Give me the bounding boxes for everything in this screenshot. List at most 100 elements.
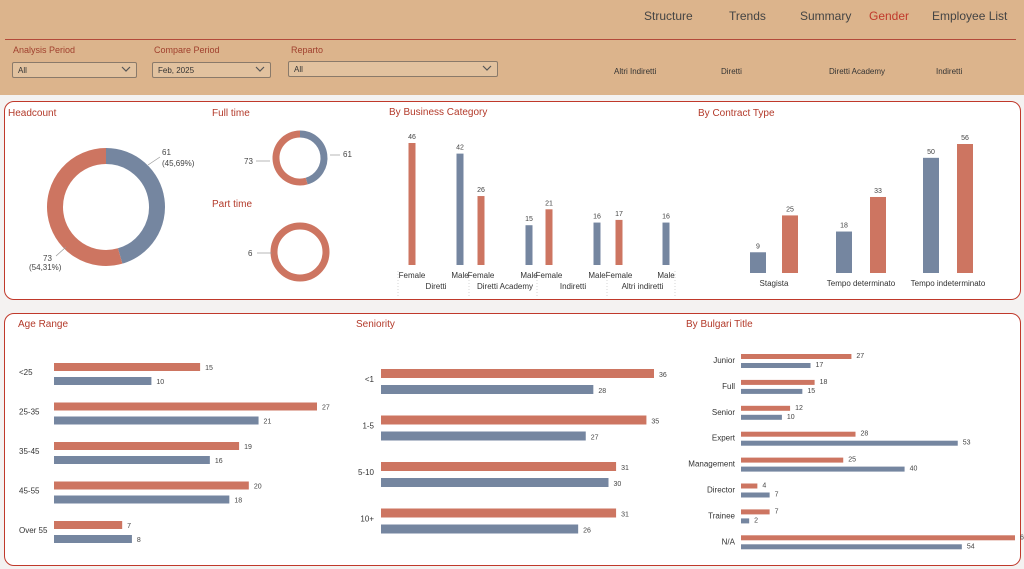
contract-type-title: By Contract Type	[698, 108, 775, 119]
title-bar-female-3	[741, 431, 856, 437]
business-category-label: Altri indiretti	[622, 282, 664, 291]
age-bar-male-1	[54, 416, 259, 425]
nav-trends[interactable]: Trends	[729, 9, 766, 23]
age-value-label: 7	[127, 523, 131, 530]
business-sub-label: Female	[536, 271, 563, 280]
title-bar-male-0	[741, 363, 811, 368]
business-sub-label: Male	[588, 271, 606, 280]
reparto-select[interactable]: All	[288, 61, 498, 77]
title-category-label: Junior	[713, 356, 735, 365]
seniority-bar-female-1	[381, 415, 647, 425]
nav-summary[interactable]: Summary	[800, 9, 852, 23]
business-sub-label: Female	[468, 271, 495, 280]
headcount-male-leader	[147, 156, 161, 166]
title-bar-female-7	[741, 535, 1015, 541]
age-value-label: 8	[137, 537, 141, 544]
age-value-label: 16	[215, 458, 223, 465]
business-sub-label: Female	[606, 271, 633, 280]
business-bar-female-1	[477, 196, 485, 265]
parttime-slice-female	[270, 222, 330, 282]
title-value-label: 27	[856, 353, 864, 360]
seniority-bar-female-0	[381, 369, 654, 378]
business-category-label: Diretti	[426, 282, 447, 291]
title-bar-female-4	[741, 457, 844, 463]
title-value-label: 28	[861, 431, 869, 438]
title-bar-female-6	[741, 509, 770, 515]
headcount-male-value: 61	[162, 148, 171, 157]
headcount-slice-male	[105, 148, 165, 264]
age-bar-female-1	[54, 402, 317, 411]
age-value-label: 18	[234, 498, 242, 505]
seniority-bar-female-3	[381, 508, 617, 518]
title-value-label: 4	[762, 483, 766, 490]
reparto-label: Reparto	[291, 45, 324, 55]
headcount-female-leader	[55, 246, 67, 257]
seniority-value-label: 30	[614, 481, 622, 488]
seniority-bar-male-1	[381, 431, 586, 441]
business-sub-label: Male	[520, 271, 538, 280]
title-value-label: 53	[963, 440, 971, 447]
seniority-bar-male-2	[381, 478, 609, 487]
contract-bar-female-2	[957, 144, 973, 273]
title-category-label: Full	[722, 382, 735, 391]
age-category-label: 25-35	[19, 408, 40, 417]
age-category-label: <25	[19, 368, 33, 377]
dept-diretti-button[interactable]: Diretti	[721, 67, 742, 76]
age-bar-male-2	[54, 456, 210, 464]
title-value-label: 54	[967, 543, 975, 550]
seniority-value-label: 27	[591, 435, 599, 442]
headcount-title: Headcount	[8, 108, 57, 119]
seniority-value-label: 31	[621, 512, 629, 519]
nav-structure[interactable]: Structure	[644, 9, 693, 23]
title-value-label: 40	[910, 466, 918, 473]
business-value-label: 26	[477, 187, 485, 194]
fulltime-slice-male	[299, 130, 328, 185]
business-bar-female-3	[615, 219, 623, 265]
dept-diretti-academy-button[interactable]: Diretti Academy	[829, 67, 886, 76]
contract-bar-male-1	[836, 231, 852, 273]
dept-indiretti-button[interactable]: Indiretti	[936, 67, 963, 76]
seniority-bar-male-0	[381, 385, 594, 394]
title-value-label: 7	[775, 492, 779, 499]
bulgari-title-title: By Bulgari Title	[686, 319, 753, 330]
age-range-title: Age Range	[18, 319, 69, 330]
age-bar-male-4	[54, 535, 132, 543]
title-value-label: 2	[754, 517, 758, 524]
age-value-label: 15	[205, 365, 213, 372]
seniority-value-label: 26	[583, 528, 591, 535]
nav-gender[interactable]: Gender	[869, 9, 910, 23]
headcount-female-pct: (54,31%)	[29, 263, 62, 272]
title-value-label: 15	[807, 388, 815, 395]
analysis-period-select[interactable]: All	[12, 62, 137, 78]
title-bar-female-5	[741, 483, 758, 489]
title-value-label: 10	[787, 414, 795, 421]
title-bar-male-7	[741, 544, 962, 550]
seniority-category-label: <1	[365, 375, 375, 384]
age-bar-female-4	[54, 521, 123, 529]
business-category-label: Diretti Academy	[477, 282, 533, 291]
title-value-label: 25	[848, 457, 856, 464]
seniority-bar-female-2	[381, 462, 617, 471]
title-bar-female-2	[741, 405, 791, 411]
age-category-label: 45-55	[19, 487, 40, 496]
dept-altri-indiretti-button[interactable]: Altri Indiretti	[614, 67, 657, 76]
contract-bar-female-0	[782, 215, 798, 273]
contract-value-label: 33	[874, 188, 882, 195]
contract-value-label: 18	[840, 223, 848, 230]
compare-period-value: Feb, 2025	[158, 66, 195, 75]
business-bar-male-3	[662, 222, 670, 265]
title-value-label: 17	[816, 362, 824, 369]
contract-value-label: 25	[786, 206, 794, 213]
chevron-down-icon	[121, 66, 131, 72]
chevron-down-icon	[482, 65, 492, 71]
title-bar-male-5	[741, 492, 770, 498]
nav-employee-list[interactable]: Employee List	[932, 9, 1008, 23]
parttime-female-value: 6	[248, 249, 253, 258]
compare-period-select[interactable]: Feb, 2025	[152, 62, 271, 78]
business-value-label: 42	[456, 145, 464, 152]
fulltime-slice-female	[272, 130, 308, 186]
title-bar-male-2	[741, 414, 782, 420]
title-value-label: 18	[820, 379, 828, 386]
business-bar-male-1	[525, 225, 533, 265]
